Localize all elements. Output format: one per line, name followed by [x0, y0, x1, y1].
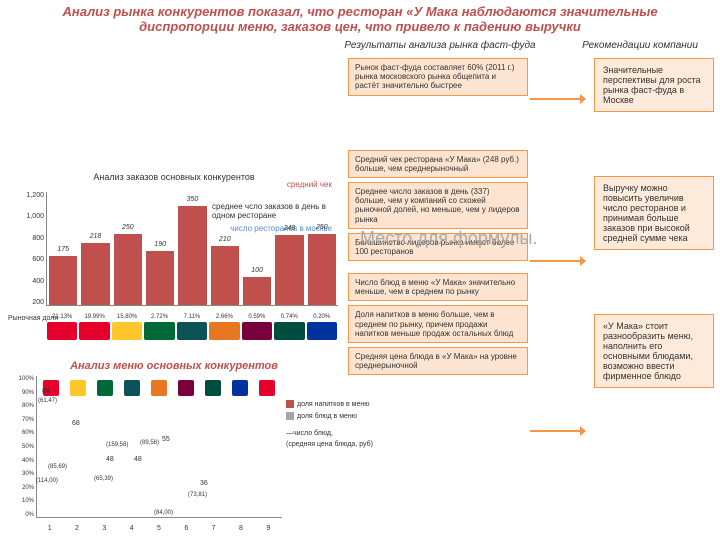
chart1-xlabels: 21.13%19.99%15.80%2.72%7.11%2.66%0.59%0.…	[46, 314, 338, 320]
info-check: Средний чек ресторана «У Мака» (248 руб.…	[348, 150, 528, 178]
chart2-title: Анализ меню основных конкурентов	[6, 360, 342, 372]
watermark: Место для формулы.	[360, 228, 537, 249]
info-orders: Среднее число заказов в день (337) больш…	[348, 182, 528, 229]
subtitle-left: Результаты анализа рынка фаст-фуда	[310, 40, 570, 51]
legend-check: средний чек	[287, 180, 332, 189]
orders-chart: Анализ заказов основных конкурентов сред…	[6, 172, 342, 342]
chart1-brand-icons	[46, 322, 338, 340]
reco-column: Значительные перспективы для роста рынка…	[594, 58, 714, 452]
info-drinks: Доля напитков в меню больше, чем в средн…	[348, 305, 528, 343]
chart2-yaxis: 0%10%20%30%40%50%60%70%80%90%100%	[8, 376, 34, 518]
info-column: Рынок фаст-фуда составляет 60% (2011 г.)…	[348, 58, 528, 379]
info-price: Средняя цена блюда в «У Мака» на уровне …	[348, 347, 528, 375]
menu-chart: Анализ меню основных конкурентов 0%10%20…	[6, 350, 342, 536]
reco-3: «У Мака» стоит разнообразить меню, напол…	[594, 314, 714, 388]
info-market: Рынок фаст-фуда составляет 60% (2011 г.)…	[348, 58, 528, 96]
reco-2: Выручку можно повысить увеличив число ре…	[594, 176, 714, 250]
chart1-yaxis: 1,2001,000800600400200	[14, 192, 44, 306]
info-menu-count: Число блюд в меню «У Мака» значительно м…	[348, 273, 528, 301]
page-title: Анализ рынка конкурентов показал, что ре…	[0, 0, 720, 38]
subtitle-row: Результаты анализа рынка фаст-фуда Реком…	[0, 38, 720, 53]
arrow-1	[530, 98, 580, 100]
chart2-legend: доля напитков в меню доля блюд в меню — …	[286, 400, 394, 448]
arrow-2	[530, 260, 580, 262]
chart2-xaxis: 123456789	[36, 525, 282, 532]
chart2-plot	[36, 376, 282, 518]
reco-1: Значительные перспективы для роста рынка…	[594, 58, 714, 112]
subtitle-right: Рекомендации компании	[570, 40, 710, 51]
arrow-3	[530, 430, 580, 432]
chart1-bars: 175218250190350210100248250	[46, 192, 338, 306]
